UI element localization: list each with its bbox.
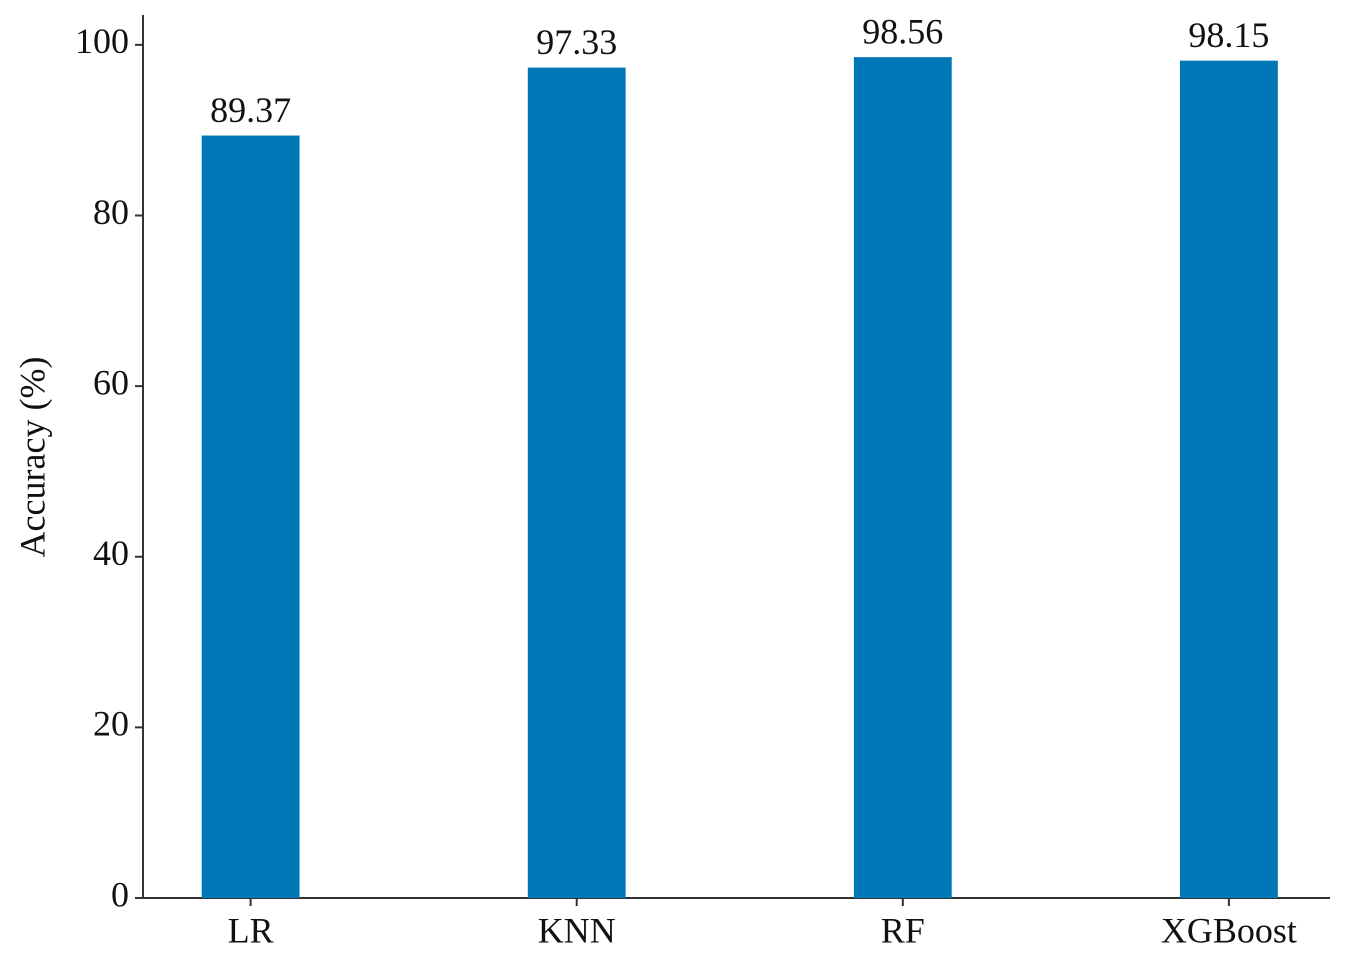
bar: [527, 67, 626, 899]
bar: [853, 57, 952, 898]
x-tick-label: RF: [881, 910, 925, 950]
y-tick-label: 60: [93, 362, 129, 402]
y-tick-label: 40: [93, 533, 129, 573]
value-label: 97.33: [536, 22, 617, 62]
value-label: 89.37: [210, 90, 291, 130]
value-label: 98.56: [862, 11, 943, 51]
bar: [1179, 60, 1278, 898]
y-tick-label: 80: [93, 192, 129, 232]
x-tick-label: LR: [228, 910, 274, 950]
y-tick-label: 20: [93, 704, 129, 744]
y-tick-label: 100: [75, 21, 129, 61]
x-tick-label: KNN: [538, 910, 616, 950]
bar: [201, 135, 300, 898]
y-tick-label: 0: [111, 874, 129, 914]
y-axis-label: Accuracy (%): [12, 357, 52, 558]
value-label: 98.15: [1188, 15, 1269, 55]
x-tick-label: XGBoost: [1161, 910, 1297, 950]
